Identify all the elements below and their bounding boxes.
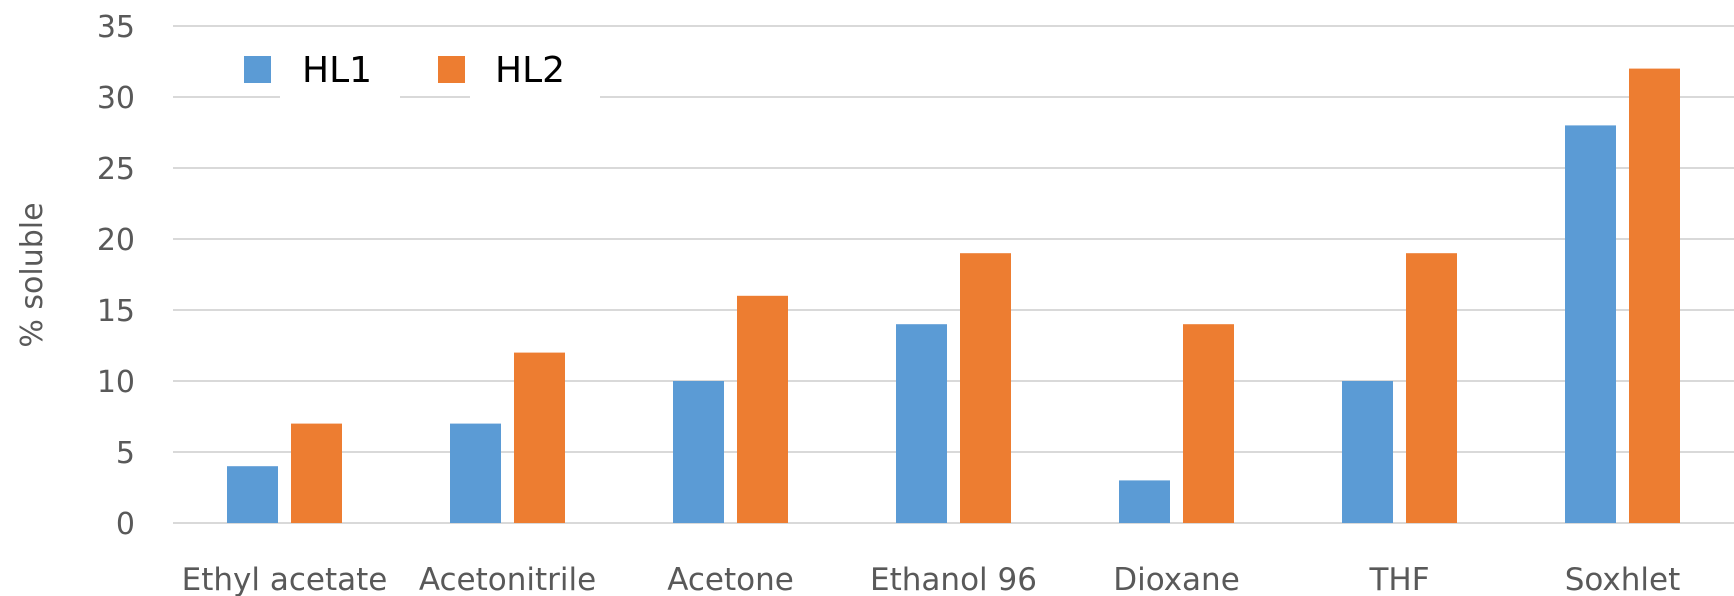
legend-background [280, 82, 400, 112]
y-tick-label: 0 [116, 507, 135, 542]
bar-hl1-soxhlet [1565, 125, 1616, 524]
bar-hl1-acetone [673, 381, 724, 523]
bar-hl2-acetonitrile [514, 352, 565, 523]
x-category-label: Soxhlet [1565, 562, 1681, 596]
legend-background [470, 82, 600, 112]
y-tick-label: 10 [97, 365, 135, 400]
bar-hl1-dioxane [1119, 480, 1170, 523]
bar-hl1-thf [1342, 381, 1393, 523]
y-tick-label: 15 [97, 294, 135, 329]
legend-label-hl2: HL2 [495, 50, 565, 91]
legend: HL1 HL2 [244, 50, 600, 112]
legend-swatch-hl2 [438, 56, 465, 83]
y-tick-label: 5 [116, 436, 135, 471]
bar-hl2-thf [1406, 253, 1457, 523]
x-category-label: THF [1368, 562, 1429, 596]
y-tick-label: 20 [97, 223, 135, 258]
y-tick-label: 25 [97, 152, 135, 187]
bar-hl2-ethyl-acetate [291, 423, 342, 523]
y-tick-label: 35 [97, 10, 135, 45]
gridlines [173, 25, 1734, 524]
legend-swatch-hl1 [244, 56, 271, 83]
bar-hl2-soxhlet [1629, 68, 1680, 523]
x-category-label: Ethyl acetate [182, 562, 388, 596]
x-category-label: Ethanol 96 [870, 562, 1037, 596]
y-axis-title: % soluble [15, 202, 50, 347]
x-axis-categories: Ethyl acetate Acetonitrile Acetone Ethanol … [182, 562, 1681, 596]
x-category-label: Dioxane [1113, 562, 1240, 596]
bar-hl2-dioxane [1183, 324, 1234, 523]
y-axis-ticks: 0 5 10 15 20 25 30 35 [97, 10, 135, 542]
bar-hl1-ethanol-96 [896, 324, 947, 523]
y-tick-label: 30 [97, 81, 135, 116]
bars [227, 68, 1680, 524]
x-category-label: Acetone [667, 562, 794, 596]
bar-hl1-acetonitrile [450, 423, 501, 523]
x-category-label: Acetonitrile [419, 562, 596, 596]
bar-hl2-acetone [737, 295, 788, 523]
bar-hl1-ethyl-acetate [227, 466, 278, 523]
legend-label-hl1: HL1 [302, 50, 372, 91]
bar-hl2-ethanol-96 [960, 253, 1011, 523]
